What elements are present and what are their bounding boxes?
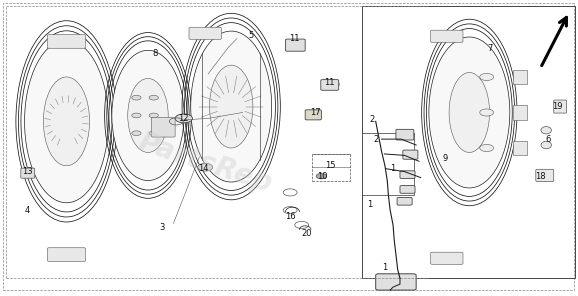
- Bar: [362, 6, 575, 278]
- Text: 2: 2: [369, 115, 375, 124]
- FancyBboxPatch shape: [536, 169, 554, 181]
- Bar: [513, 141, 527, 155]
- Circle shape: [132, 95, 141, 100]
- FancyBboxPatch shape: [431, 30, 463, 42]
- FancyBboxPatch shape: [431, 252, 463, 264]
- Circle shape: [175, 114, 192, 123]
- Bar: [513, 105, 527, 120]
- Text: 16: 16: [286, 212, 296, 221]
- Circle shape: [480, 109, 494, 116]
- Text: 9: 9: [442, 154, 448, 163]
- Text: 15: 15: [325, 161, 335, 170]
- FancyBboxPatch shape: [47, 35, 86, 48]
- Text: 10: 10: [317, 172, 328, 181]
- Circle shape: [149, 113, 158, 118]
- Text: 14: 14: [198, 164, 209, 173]
- Ellipse shape: [541, 141, 551, 149]
- Bar: [362, 133, 414, 195]
- Text: 1: 1: [367, 200, 373, 209]
- Text: 2: 2: [373, 135, 379, 144]
- Bar: [513, 70, 527, 84]
- Circle shape: [149, 95, 158, 100]
- Bar: [312, 154, 350, 181]
- Ellipse shape: [43, 77, 90, 166]
- FancyBboxPatch shape: [400, 171, 415, 178]
- Text: 8: 8: [152, 49, 158, 58]
- Ellipse shape: [128, 78, 168, 152]
- Text: 18: 18: [535, 172, 546, 181]
- Text: 4: 4: [24, 206, 30, 215]
- FancyBboxPatch shape: [21, 168, 35, 178]
- Text: 1: 1: [390, 164, 396, 173]
- Circle shape: [480, 144, 494, 152]
- FancyBboxPatch shape: [376, 274, 416, 290]
- Text: 11: 11: [324, 78, 335, 87]
- Text: 5: 5: [249, 31, 254, 40]
- Text: 20: 20: [301, 229, 312, 238]
- Ellipse shape: [541, 126, 551, 134]
- FancyBboxPatch shape: [396, 129, 414, 140]
- Text: 1: 1: [381, 263, 387, 272]
- FancyBboxPatch shape: [189, 27, 221, 39]
- Circle shape: [480, 73, 494, 81]
- Text: 19: 19: [553, 102, 563, 111]
- Ellipse shape: [191, 31, 272, 182]
- Text: 11: 11: [290, 34, 300, 43]
- Ellipse shape: [112, 50, 184, 181]
- FancyBboxPatch shape: [151, 118, 175, 137]
- Text: 12: 12: [179, 114, 189, 123]
- Ellipse shape: [429, 37, 510, 188]
- Circle shape: [132, 131, 141, 136]
- Ellipse shape: [209, 65, 253, 148]
- FancyBboxPatch shape: [554, 100, 566, 113]
- Ellipse shape: [449, 73, 490, 152]
- Circle shape: [198, 163, 213, 171]
- FancyBboxPatch shape: [286, 39, 305, 51]
- Circle shape: [132, 113, 141, 118]
- Text: 13: 13: [22, 167, 32, 176]
- Text: 17: 17: [310, 108, 320, 117]
- FancyBboxPatch shape: [397, 197, 412, 205]
- Text: 7: 7: [487, 44, 493, 53]
- Circle shape: [149, 131, 158, 136]
- Text: 3: 3: [159, 223, 165, 232]
- FancyBboxPatch shape: [321, 80, 339, 90]
- Text: PartsRep: PartsRep: [135, 128, 276, 198]
- Circle shape: [316, 173, 327, 179]
- Text: 6: 6: [545, 135, 551, 144]
- FancyBboxPatch shape: [47, 248, 86, 261]
- FancyBboxPatch shape: [400, 186, 415, 193]
- FancyBboxPatch shape: [305, 110, 321, 120]
- FancyBboxPatch shape: [403, 150, 418, 159]
- Ellipse shape: [25, 40, 109, 203]
